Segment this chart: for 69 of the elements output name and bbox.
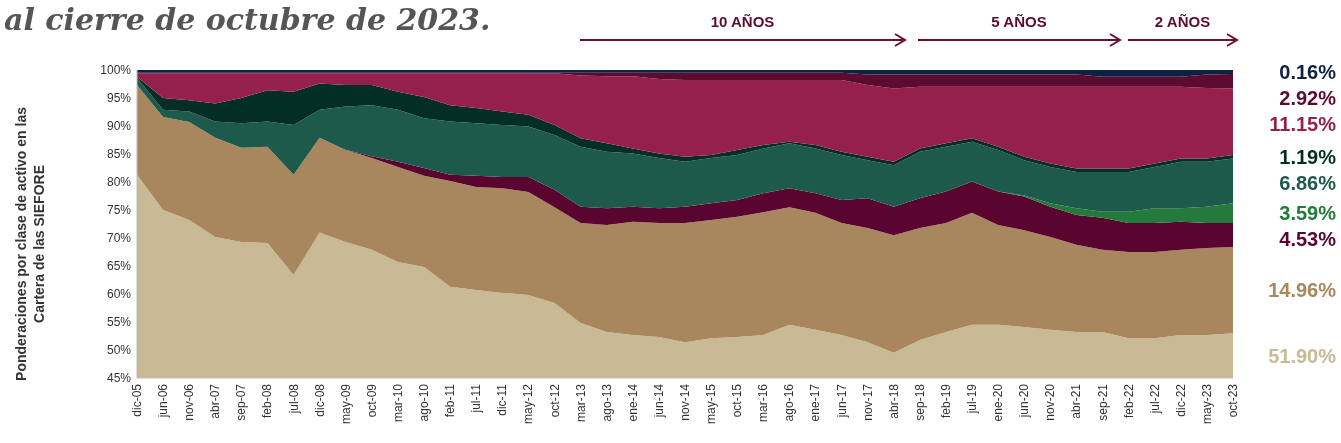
text: 4.53%	[1279, 228, 1337, 251]
x-tick-label: ago-16	[782, 383, 797, 422]
y-tick-label: 85%	[106, 147, 132, 162]
chart-title: al cierre de octubre de 2023.	[4, 2, 491, 37]
x-tick-label: jun-17	[834, 383, 849, 419]
x-tick-label: dic-05	[130, 383, 144, 417]
x-tick-label: dic-11	[495, 383, 510, 416]
x-tick-label: jul-19	[965, 383, 980, 415]
x-tick-label: may-15	[704, 383, 719, 425]
text: 10 AÑOS	[710, 13, 775, 30]
text: 0.16%	[1279, 60, 1337, 83]
x-tick-label: jun-06	[156, 383, 171, 419]
y-tick-label: 55%	[106, 315, 132, 330]
x-tick-label: sep-18	[912, 383, 927, 421]
x-tick-label: jun-14	[651, 383, 666, 419]
series-label: 51.90%	[1268, 344, 1337, 367]
x-tick-label: abr-21	[1069, 383, 1084, 419]
series-label: 11.15%	[1269, 112, 1337, 135]
x-tick-label: mar-13	[573, 383, 588, 423]
x-tick-label: ene-20	[991, 383, 1006, 422]
x-tick-label: abr-18	[886, 383, 901, 419]
x-tick-label: ago-10	[417, 383, 432, 422]
x-tick-label: nov-20	[1043, 383, 1058, 421]
y-tick-label: 95%	[106, 91, 132, 106]
x-tick-label: jul-11	[469, 383, 484, 414]
x-tick-label: may-09	[338, 383, 353, 425]
x-tick-label: may-23	[1199, 383, 1214, 425]
series-label: 14.96%	[1268, 279, 1337, 302]
x-tick-label: oct-23	[1226, 383, 1240, 418]
x-tick-label: ago-13	[599, 383, 614, 422]
text: 5 AÑOS	[991, 13, 1047, 30]
x-tick-label: oct-09	[364, 383, 379, 418]
x-tick-label: may-12	[521, 383, 536, 425]
x-tick-label: dic-22	[1173, 383, 1188, 417]
x-tick-label: jul-22	[1147, 383, 1162, 415]
x-tick-label: oct-12	[547, 383, 562, 418]
text: 2.92%	[1279, 86, 1337, 109]
x-tick-label: mar-16	[756, 383, 771, 423]
y-tick-label: 50%	[106, 343, 132, 358]
y-tick-label: 80%	[106, 175, 132, 190]
x-tick-label: jun-20	[1017, 383, 1032, 419]
y-tick-label: 100%	[100, 63, 132, 78]
x-tick-label: nov-14	[678, 383, 692, 421]
y-tick-label: 65%	[106, 259, 132, 274]
x-tick-label: nov-06	[182, 383, 197, 421]
y-tick-label: 60%	[106, 287, 132, 302]
x-tick-label: dic-08	[312, 383, 327, 417]
text: 3.59%	[1279, 202, 1337, 225]
x-tick-label: abr-07	[208, 383, 223, 419]
x-tick-label: oct-15	[730, 383, 745, 418]
text: 1.19%	[1279, 145, 1337, 168]
text: 6.86%	[1279, 171, 1337, 194]
y-tick-label: 75%	[106, 203, 132, 218]
x-tick-label: ene-17	[808, 383, 823, 422]
y-tick-label: 90%	[106, 119, 132, 134]
x-tick-label: nov-17	[860, 383, 875, 421]
y-tick-label: 45%	[106, 371, 132, 386]
x-tick-label: feb-22	[1121, 383, 1136, 419]
y-tick-label: 70%	[106, 231, 132, 246]
x-tick-label: mar-10	[390, 383, 405, 423]
x-tick-label: ene-14	[625, 383, 640, 422]
x-tick-label: jul-08	[286, 383, 301, 415]
x-tick-label: feb-11	[443, 383, 458, 418]
y-axis-title: Ponderaciones por clase de activo en las Cartera de las SIEFORE	[13, 106, 47, 381]
x-tick-label: feb-08	[260, 383, 275, 419]
text: 2 AÑOS	[1154, 13, 1211, 30]
x-tick-label: feb-19	[938, 383, 953, 419]
x-tick-label: sep-07	[234, 383, 249, 421]
x-tick-label: sep-21	[1095, 383, 1110, 421]
